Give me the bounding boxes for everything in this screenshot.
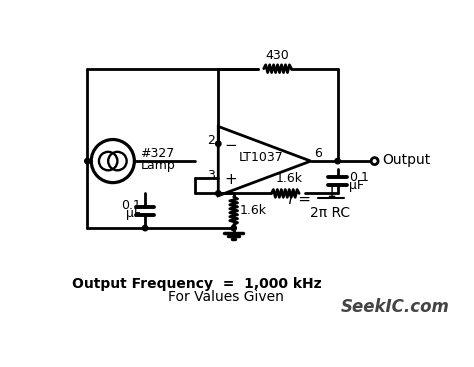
Text: −: − <box>224 138 237 153</box>
Text: 0.1: 0.1 <box>121 199 141 212</box>
Text: #327: #327 <box>140 147 175 160</box>
Text: μF: μF <box>126 207 141 220</box>
Text: Output Frequency  =  1,000 kHz: Output Frequency = 1,000 kHz <box>72 277 322 291</box>
Text: 1.6k: 1.6k <box>240 204 267 217</box>
Text: f =: f = <box>288 192 310 207</box>
Text: 2: 2 <box>207 134 215 147</box>
Text: +: + <box>224 172 237 188</box>
Text: 1.6k: 1.6k <box>275 172 302 185</box>
Text: 1: 1 <box>327 185 336 200</box>
Circle shape <box>231 225 237 231</box>
Text: Output: Output <box>383 153 430 167</box>
Text: 3: 3 <box>207 169 215 182</box>
Circle shape <box>371 157 378 164</box>
Text: Lamp: Lamp <box>140 159 175 172</box>
Circle shape <box>335 159 340 164</box>
Circle shape <box>216 141 221 146</box>
Text: μF: μF <box>349 179 364 192</box>
Text: 2π RC: 2π RC <box>310 206 350 220</box>
Text: 6: 6 <box>315 147 322 160</box>
Circle shape <box>85 159 90 164</box>
Text: For Values Given: For Values Given <box>168 290 284 304</box>
Text: 430: 430 <box>266 49 290 62</box>
Circle shape <box>216 191 221 196</box>
Text: SeekIC.com: SeekIC.com <box>341 298 450 316</box>
Text: LT1037: LT1037 <box>238 151 283 164</box>
Text: 0.1: 0.1 <box>349 171 369 184</box>
Circle shape <box>143 225 148 231</box>
